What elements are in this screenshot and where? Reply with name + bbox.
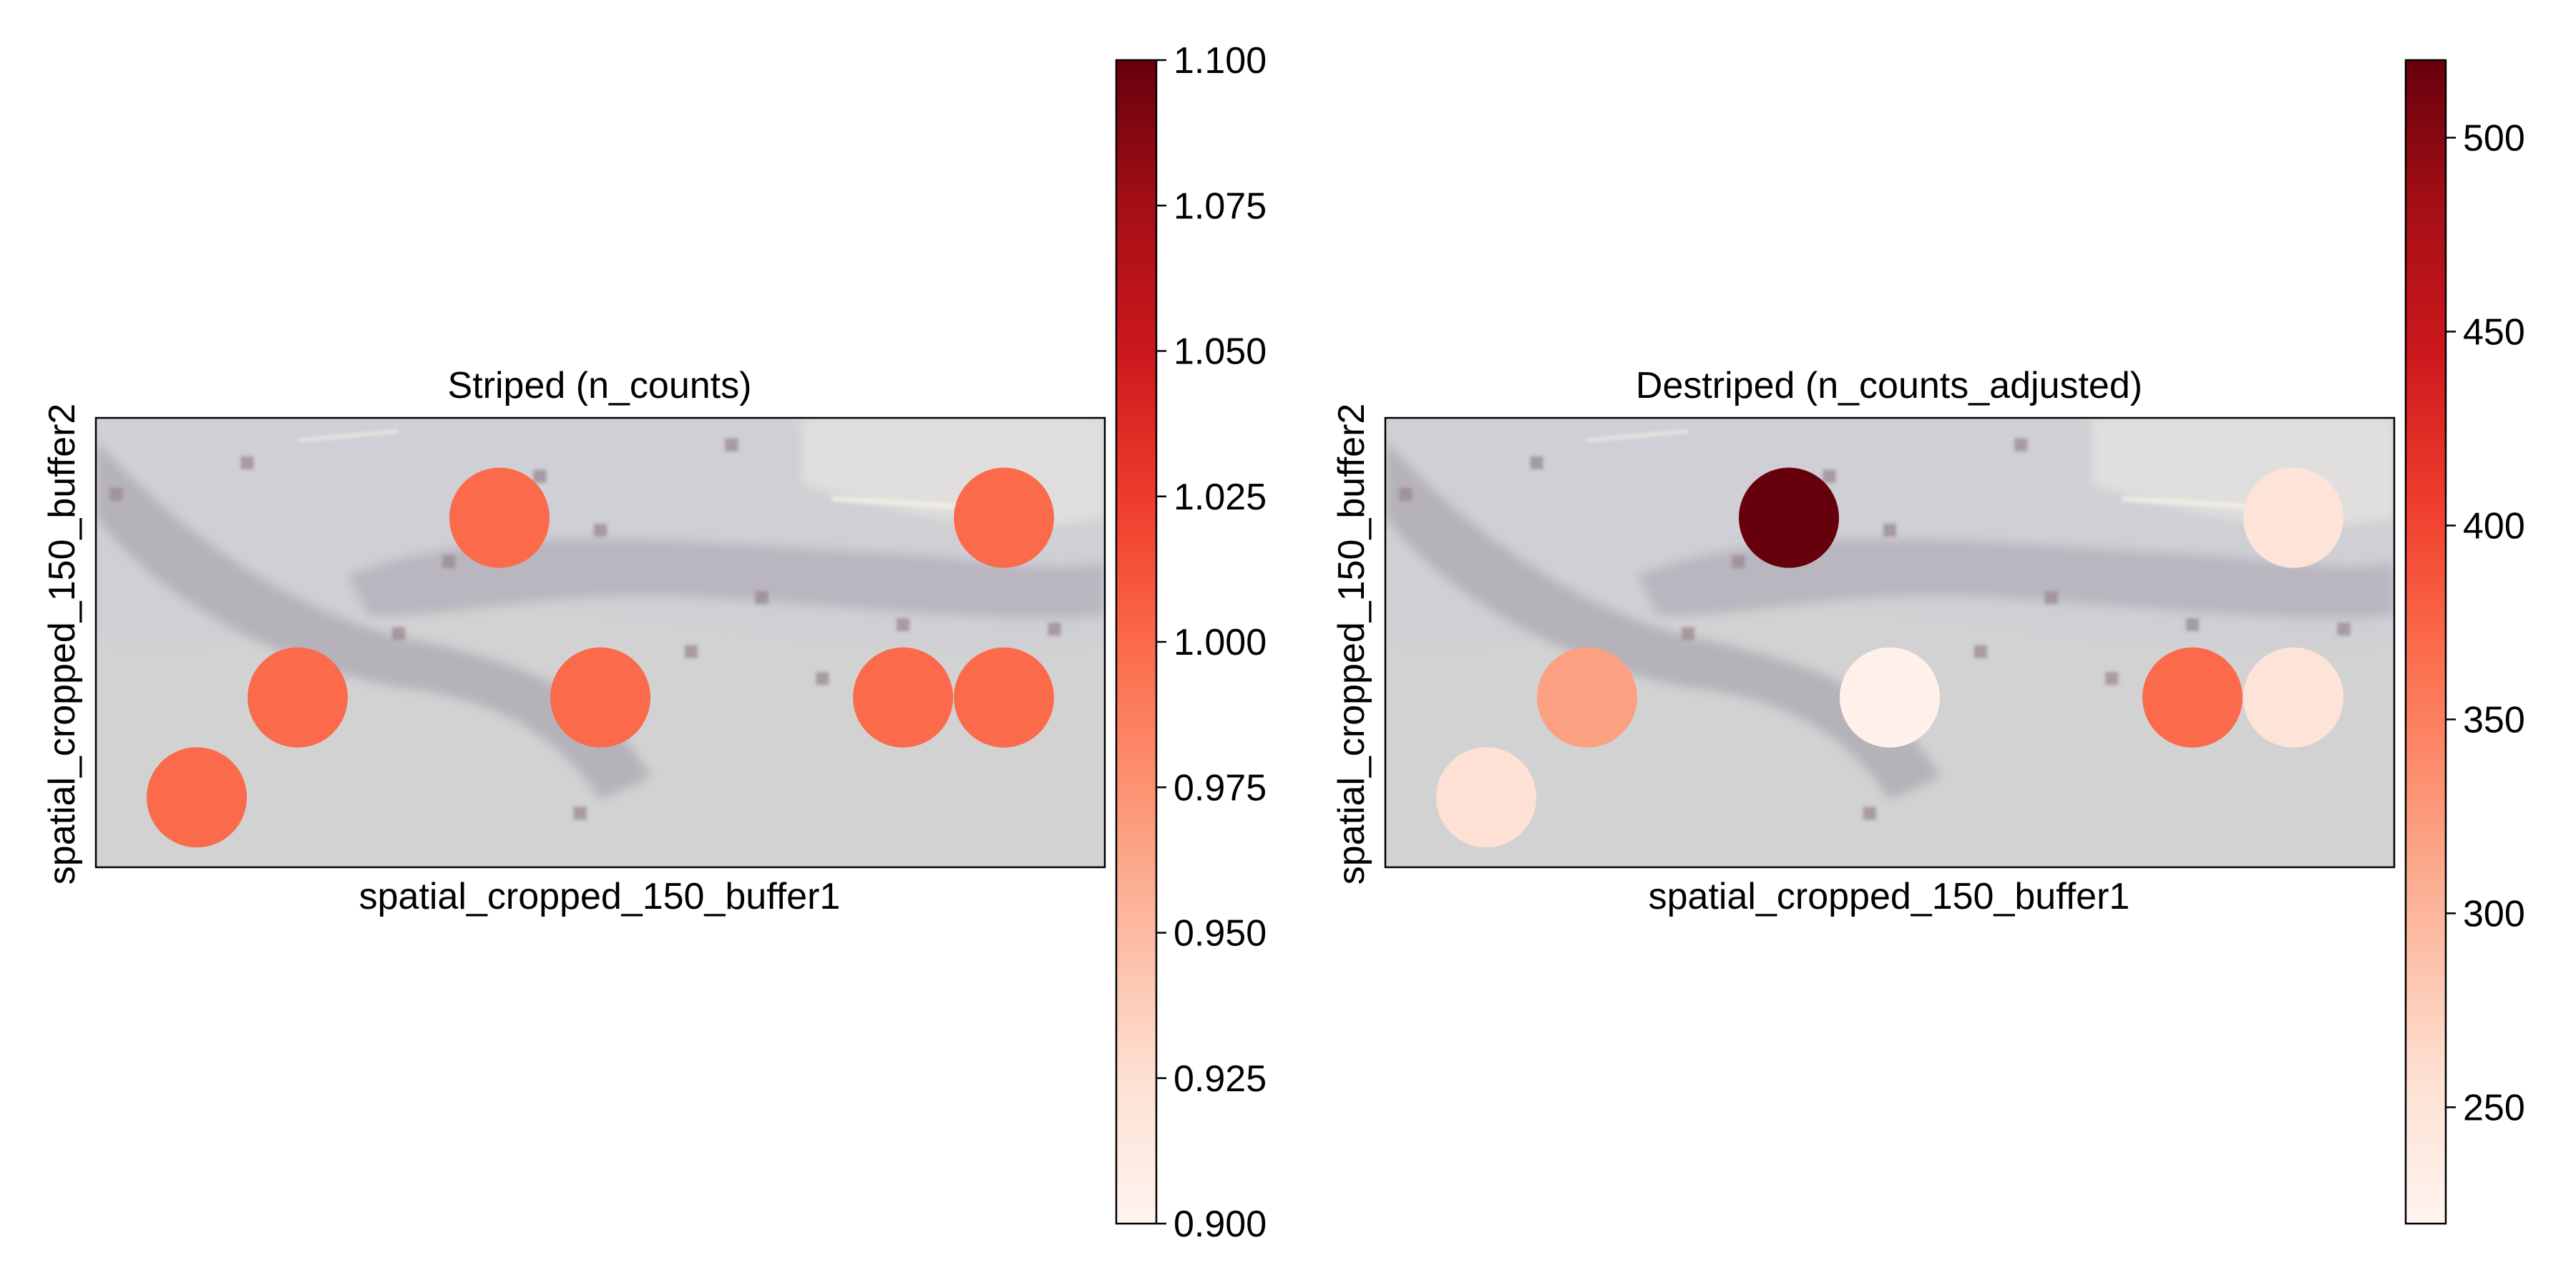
data-point bbox=[248, 647, 348, 748]
data-point bbox=[1739, 467, 1839, 568]
data-point bbox=[853, 647, 953, 748]
y-axis-label: spatial_cropped_150_buffer2 bbox=[1331, 404, 1372, 885]
colorbar-tick-label: 350 bbox=[2463, 699, 2525, 741]
data-point bbox=[2243, 647, 2343, 748]
colorbar-tick-label: 500 bbox=[2463, 117, 2525, 159]
colorbar-tick-label: 400 bbox=[2463, 505, 2525, 547]
plot-area bbox=[94, 416, 1106, 869]
plot-area bbox=[1384, 416, 2396, 869]
colorbar-frame bbox=[2404, 59, 2447, 1225]
colorbar-tick-label: 0.925 bbox=[1174, 1058, 1267, 1100]
data-point bbox=[1537, 647, 1637, 748]
data-point bbox=[954, 647, 1054, 748]
x-axis-label: spatial_cropped_150_buffer1 bbox=[359, 876, 841, 917]
data-point bbox=[2243, 467, 2343, 568]
colorbar-tick-label: 300 bbox=[2463, 893, 2525, 935]
colorbar-gradient bbox=[2406, 60, 2446, 1224]
colorbar-tick-label: 1.050 bbox=[1174, 331, 1267, 373]
colorbar-tick-label: 450 bbox=[2463, 311, 2525, 353]
chart-title: Destriped (n_counts_adjusted) bbox=[1636, 365, 2142, 406]
y-axis-label: spatial_cropped_150_buffer2 bbox=[42, 404, 83, 885]
colorbar-tick-label: 0.975 bbox=[1174, 767, 1267, 809]
colorbar-tick-label: 0.950 bbox=[1174, 913, 1267, 955]
colorbar-tick-label: 0.900 bbox=[1174, 1204, 1267, 1245]
colorbar: 250 300 350 400 450 500 bbox=[2404, 59, 2525, 1225]
data-point bbox=[2142, 647, 2243, 748]
colorbar: 0.900 0.925 0.950 0.975 1.000 1.025 1.050 1.075… bbox=[1115, 40, 1267, 1245]
tissue-image bbox=[96, 418, 1105, 867]
data-point bbox=[449, 467, 550, 568]
colorbar-tick-label: 1.025 bbox=[1174, 477, 1267, 518]
x-axis-label: spatial_cropped_150_buffer1 bbox=[1649, 876, 2130, 917]
data-point bbox=[1436, 747, 1536, 848]
tissue-image bbox=[1385, 418, 2394, 867]
colorbar-tick-label: 1.100 bbox=[1174, 40, 1267, 82]
data-point bbox=[147, 747, 247, 848]
data-point bbox=[1840, 647, 1940, 748]
data-point bbox=[550, 647, 650, 748]
colorbar-tick-label: 1.000 bbox=[1174, 622, 1267, 663]
plot-frame bbox=[1384, 416, 2396, 869]
panel-destriped: Destriped (n_counts_adjusted) spatial_cr… bbox=[1331, 59, 2525, 1225]
colorbar-tick-label: 1.075 bbox=[1174, 185, 1267, 227]
panel-striped: Striped (n_counts) spatial_cropped_150_b… bbox=[42, 40, 1267, 1245]
data-point bbox=[954, 467, 1054, 568]
chart-title: Striped (n_counts) bbox=[448, 365, 752, 406]
colorbar-gradient bbox=[1116, 60, 1156, 1224]
colorbar-tick-label: 250 bbox=[2463, 1087, 2525, 1128]
plot-frame bbox=[94, 416, 1106, 869]
